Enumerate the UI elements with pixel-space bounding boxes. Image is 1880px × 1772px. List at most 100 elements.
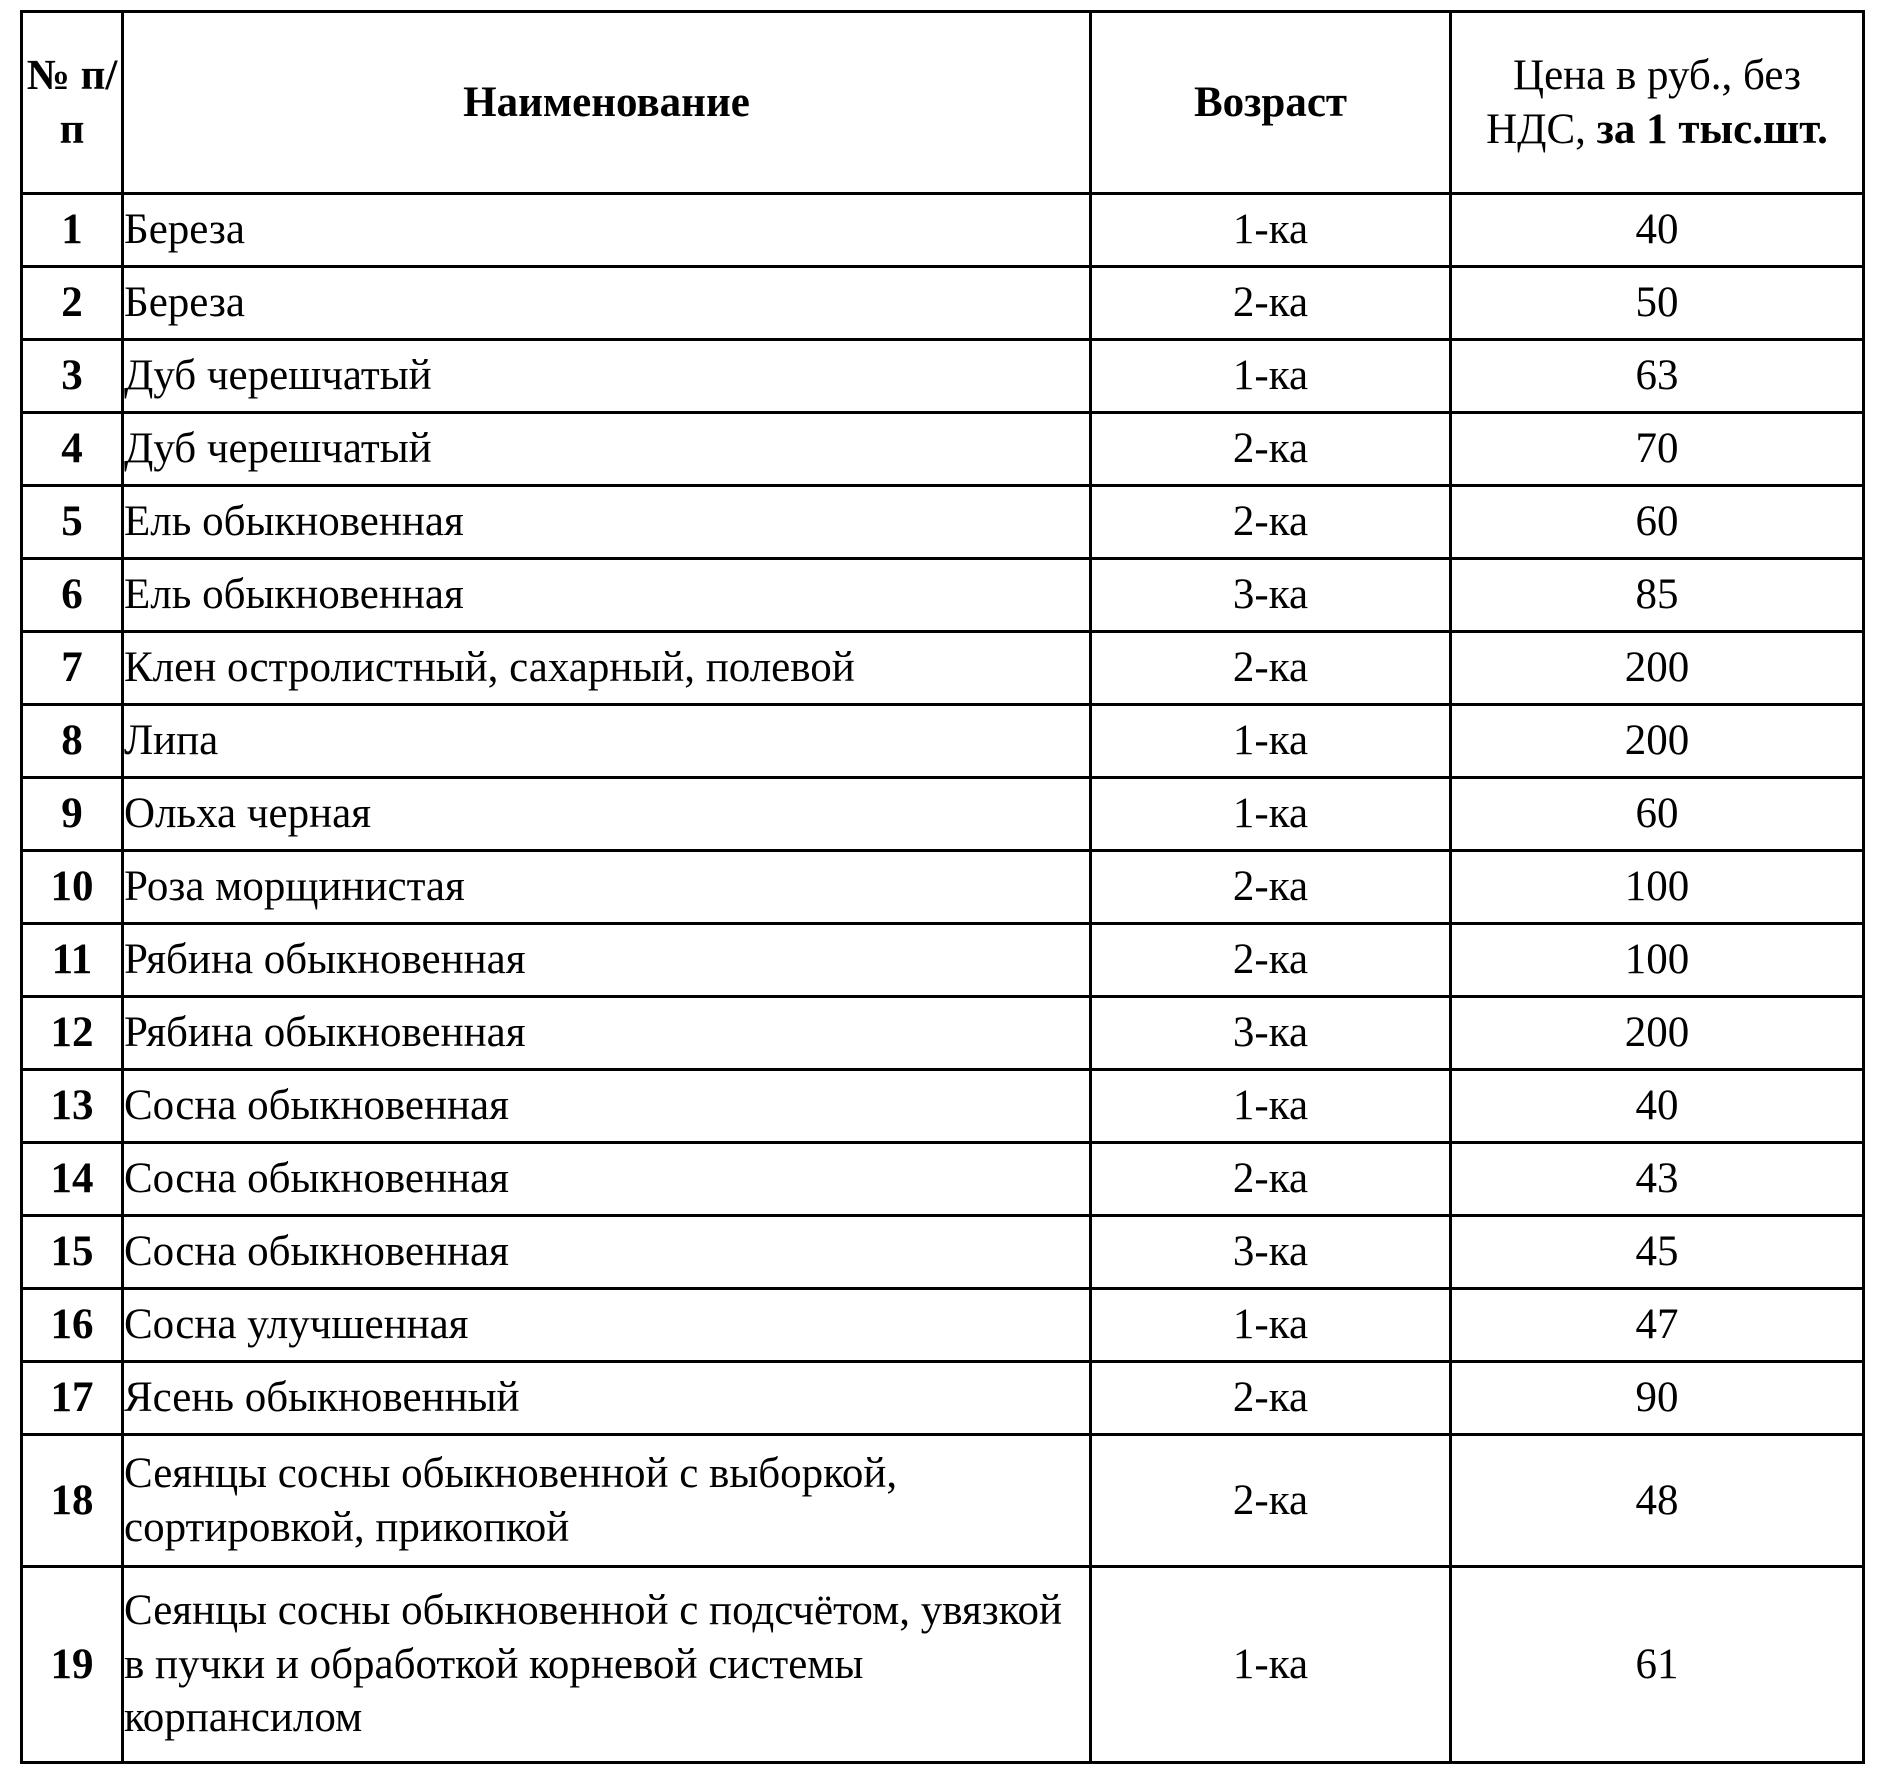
table-row: 18 Сеянцы сосны обыкновенной с выборкой, …: [20, 1433, 1865, 1568]
cell-age: 2-ка: [1089, 411, 1452, 487]
cell-price: 63: [1449, 338, 1865, 414]
price-table: № п/п Наименование Возраст Цена в руб., …: [20, 10, 1865, 1764]
cell-num: 17: [20, 1360, 124, 1436]
table-row: 12 Рябина обыкновенная 3-ка 200: [20, 995, 1865, 1071]
cell-price: 200: [1449, 703, 1865, 779]
cell-name: Ясень обыкновенный: [121, 1360, 1092, 1436]
cell-name: Сосна обыкновенная: [121, 1141, 1092, 1217]
cell-price: 85: [1449, 557, 1865, 633]
cell-price: 90: [1449, 1360, 1865, 1436]
cell-name: Сеянцы сосны обыкновенной с подсчётом, у…: [121, 1565, 1092, 1764]
table-row: 5 Ель обыкновенная 2-ка 60: [20, 484, 1865, 560]
cell-price: 48: [1449, 1433, 1865, 1568]
cell-name: Сосна обыкновенная: [121, 1068, 1092, 1144]
cell-name: Дуб черешчатый: [121, 411, 1092, 487]
header-price-line1: Цена в руб., без: [1513, 51, 1801, 99]
cell-num: 8: [20, 703, 124, 779]
cell-price: 40: [1449, 1068, 1865, 1144]
cell-age: 3-ка: [1089, 557, 1452, 633]
cell-num: 3: [20, 338, 124, 414]
table-row: 17 Ясень обыкновенный 2-ка 90: [20, 1360, 1865, 1436]
table-row: 9 Ольха черная 1-ка 60: [20, 776, 1865, 852]
table-row: 8 Липа 1-ка 200: [20, 703, 1865, 779]
table-row: 13 Сосна обыкновенная 1-ка 40: [20, 1068, 1865, 1144]
cell-name: Роза морщинистая: [121, 849, 1092, 925]
cell-age: 2-ка: [1089, 1141, 1452, 1217]
cell-age: 2-ка: [1089, 849, 1452, 925]
table-row: 14 Сосна обыкновенная 2-ка 43: [20, 1141, 1865, 1217]
cell-age: 2-ка: [1089, 484, 1452, 560]
header-price-line2-bold: за 1 тыс.шт.: [1596, 105, 1828, 153]
cell-price: 200: [1449, 995, 1865, 1071]
cell-name: Дуб черешчатый: [121, 338, 1092, 414]
cell-age: 1-ка: [1089, 776, 1452, 852]
table-row: 19 Сеянцы сосны обыкновенной с подсчётом,…: [20, 1565, 1865, 1764]
cell-age: 2-ка: [1089, 1360, 1452, 1436]
cell-num: 13: [20, 1068, 124, 1144]
cell-num: 12: [20, 995, 124, 1071]
cell-name: Сосна улучшенная: [121, 1287, 1092, 1363]
cell-num: 7: [20, 630, 124, 706]
table-row: 11 Рябина обыкновенная 2-ка 100: [20, 922, 1865, 998]
cell-age: 1-ка: [1089, 338, 1452, 414]
cell-price: 100: [1449, 849, 1865, 925]
cell-price: 40: [1449, 192, 1865, 268]
cell-name: Липа: [121, 703, 1092, 779]
cell-num: 4: [20, 411, 124, 487]
cell-num: 2: [20, 265, 124, 341]
cell-num: 19: [20, 1565, 124, 1764]
cell-num: 14: [20, 1141, 124, 1217]
cell-name: Ель обыкновенная: [121, 557, 1092, 633]
cell-num: 15: [20, 1214, 124, 1290]
cell-price: 61: [1449, 1565, 1865, 1764]
cell-price: 60: [1449, 484, 1865, 560]
header-name: Наименование: [121, 10, 1092, 195]
cell-price: 43: [1449, 1141, 1865, 1217]
cell-age: 2-ка: [1089, 265, 1452, 341]
cell-age: 1-ка: [1089, 192, 1452, 268]
cell-price: 47: [1449, 1287, 1865, 1363]
table-row: 2 Береза 2-ка 50: [20, 265, 1865, 341]
cell-name: Ель обыкновенная: [121, 484, 1092, 560]
cell-num: 1: [20, 192, 124, 268]
cell-age: 2-ка: [1089, 922, 1452, 998]
cell-num: 9: [20, 776, 124, 852]
cell-num: 11: [20, 922, 124, 998]
cell-num: 6: [20, 557, 124, 633]
cell-age: 1-ка: [1089, 1565, 1452, 1764]
cell-price: 50: [1449, 265, 1865, 341]
cell-age: 1-ка: [1089, 703, 1452, 779]
table-row: 6 Ель обыкновенная 3-ка 85: [20, 557, 1865, 633]
table-row: 1 Береза 1-ка 40: [20, 192, 1865, 268]
table-row: 16 Сосна улучшенная 1-ка 47: [20, 1287, 1865, 1363]
cell-age: 2-ка: [1089, 1433, 1452, 1568]
cell-num: 18: [20, 1433, 124, 1568]
cell-name: Береза: [121, 265, 1092, 341]
cell-name: Ольха черная: [121, 776, 1092, 852]
cell-name: Клен остролистный, сахарный, полевой: [121, 630, 1092, 706]
header-num: № п/п: [20, 10, 124, 195]
header-price: Цена в руб., без НДС, за 1 тыс.шт.: [1449, 10, 1865, 195]
cell-age: 1-ка: [1089, 1068, 1452, 1144]
cell-price: 100: [1449, 922, 1865, 998]
cell-name: Рябина обыкновенная: [121, 922, 1092, 998]
cell-num: 10: [20, 849, 124, 925]
table-row: 10 Роза морщинистая 2-ка 100: [20, 849, 1865, 925]
table-body: 1 Береза 1-ка 40 2 Береза 2-ка 50 3 Дуб черешчаты…: [20, 192, 1865, 1764]
cell-price: 60: [1449, 776, 1865, 852]
header-price-line2: НДС,: [1486, 105, 1597, 153]
cell-price: 45: [1449, 1214, 1865, 1290]
cell-age: 3-ка: [1089, 995, 1452, 1071]
cell-name: Сосна обыкновенная: [121, 1214, 1092, 1290]
header-age: Возраст: [1089, 10, 1452, 195]
cell-name: Береза: [121, 192, 1092, 268]
table-row: 4 Дуб черешчатый 2-ка 70: [20, 411, 1865, 487]
table-row: 15 Сосна обыкновенная 3-ка 45: [20, 1214, 1865, 1290]
cell-age: 3-ка: [1089, 1214, 1452, 1290]
table-row: 3 Дуб черешчатый 1-ка 63: [20, 338, 1865, 414]
cell-age: 1-ка: [1089, 1287, 1452, 1363]
cell-name: Сеянцы сосны обыкновенной с выборкой, со…: [121, 1433, 1092, 1568]
cell-price: 70: [1449, 411, 1865, 487]
cell-name: Рябина обыкновенная: [121, 995, 1092, 1071]
cell-price: 200: [1449, 630, 1865, 706]
